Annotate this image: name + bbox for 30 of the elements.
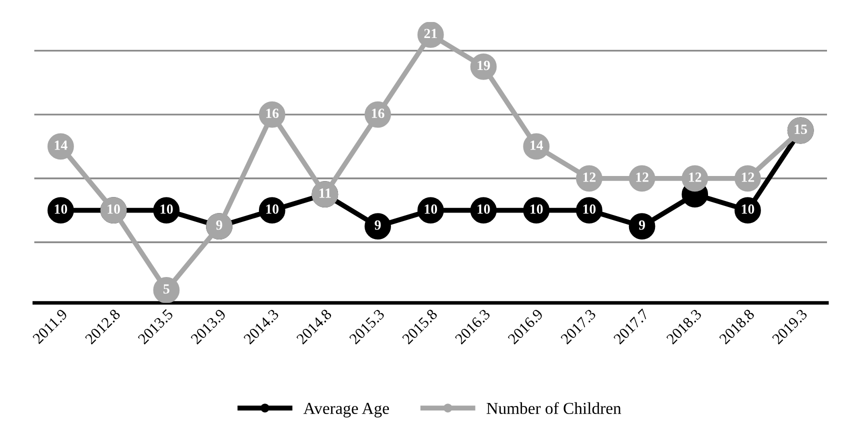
data-label: 12 <box>583 172 596 182</box>
data-label: 19 <box>478 60 490 70</box>
data-label: 16 <box>266 108 279 118</box>
data-label: 16 <box>372 108 384 118</box>
data-label: 12 <box>636 172 648 182</box>
data-label: 9 <box>374 220 381 230</box>
data-label: 5 <box>163 284 170 294</box>
data-label: 10 <box>742 204 754 214</box>
data-label: 10 <box>583 204 596 214</box>
data-label: 14 <box>530 140 544 150</box>
data-label: 14 <box>54 140 68 150</box>
point <box>628 213 656 240</box>
data-label: 10 <box>424 204 438 214</box>
data-label: 10 <box>108 204 120 214</box>
point <box>364 213 391 240</box>
data-label: 12 <box>689 172 702 182</box>
point <box>153 276 180 303</box>
data-label: 10 <box>530 204 543 214</box>
legend-label: Average Age <box>303 402 389 418</box>
data-label: 9 <box>638 220 646 230</box>
data-label: 15 <box>794 124 808 134</box>
legend-label: Number of Children <box>486 402 622 414</box>
data-label: 11 <box>319 188 331 198</box>
data-label: 10 <box>478 204 490 214</box>
data-label: 21 <box>424 28 437 38</box>
data-label: 9 <box>216 220 222 230</box>
data-label: 10 <box>160 204 173 214</box>
data-label: 10 <box>266 204 279 214</box>
data-label: 10 <box>54 204 68 214</box>
data-label: 12 <box>742 172 754 182</box>
